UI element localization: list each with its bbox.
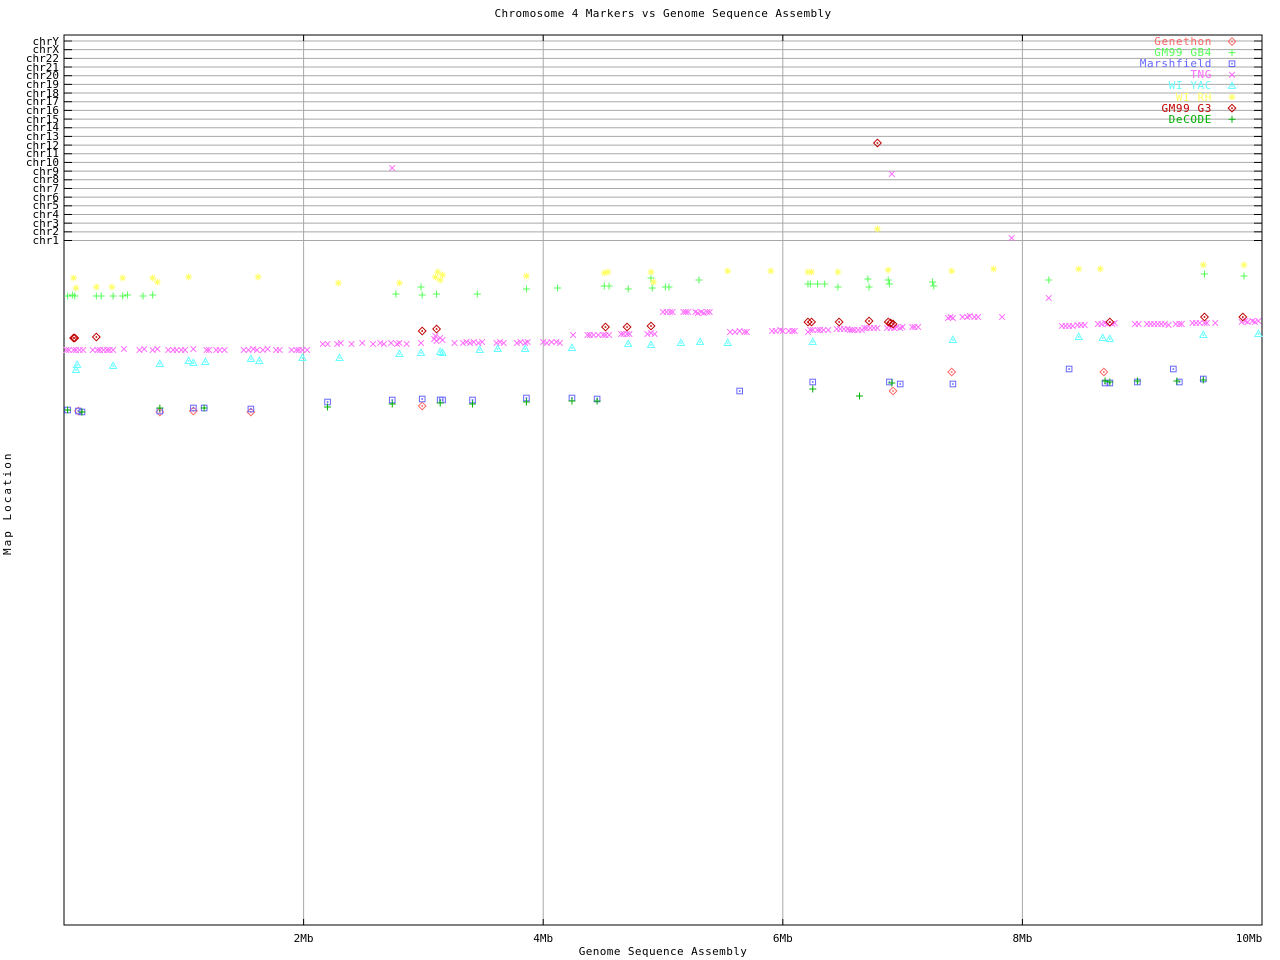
y-tick-label-chr6: chr6 — [32, 190, 60, 204]
y-tick-label-chr1: chr1 — [32, 234, 60, 247]
y-tick-label-chrX: chrX — [32, 43, 60, 57]
legend-label-tng: TNG — [1190, 68, 1212, 82]
series-tng — [63, 164, 1262, 354]
y-tick-label-chr21: chr21 — [25, 60, 59, 74]
x-axis-label: Genome Sequence Assembly — [578, 945, 748, 958]
gridlines — [64, 35, 1262, 925]
y-tick-label-chr18: chr18 — [25, 86, 59, 100]
x-tick-label-8Mb: 8Mb — [1012, 932, 1033, 945]
y-tick-label-chr12: chr12 — [25, 138, 59, 152]
legend — [1227, 36, 1237, 123]
y-tick-label-chrY: chrY — [32, 34, 60, 48]
y-tick-label-chr15: chr15 — [25, 112, 59, 126]
x-tick-label-10Mb: 10Mb — [1235, 932, 1263, 945]
legend-label-marshfield: Marshfield — [1139, 57, 1212, 71]
y-axis-label: Map Location — [1, 451, 14, 555]
legend-label-wi-rh: WI RH — [1175, 90, 1212, 104]
x-tick-label-2Mb: 2Mb — [293, 932, 314, 945]
legend-label-decode: DeCODE — [1168, 112, 1212, 126]
y-tick-label-chr14: chr14 — [25, 121, 59, 135]
y-tick-label-chr19: chr19 — [25, 77, 59, 91]
x-tick-label-4Mb: 4Mb — [533, 932, 554, 945]
y-tick-label-chr8: chr8 — [32, 173, 60, 187]
series-marshfield — [64, 365, 1207, 416]
y-tick-label-chr10: chr10 — [25, 155, 59, 169]
series-decode — [64, 376, 1207, 416]
y-tick-label-chr5: chr5 — [32, 199, 60, 213]
series-genethon — [73, 367, 1109, 417]
y-tick-label-chr13: chr13 — [25, 129, 59, 143]
y-tick-label-chr22: chr22 — [25, 51, 59, 65]
y-tick-label-chr9: chr9 — [32, 164, 60, 178]
y-tick-label-chr20: chr20 — [25, 69, 59, 83]
y-tick-label-chr4: chr4 — [32, 207, 60, 221]
y-tick-label-chr2: chr2 — [32, 225, 60, 239]
series-wi-yac — [71, 329, 1263, 373]
y-tick-label-chr7: chr7 — [32, 181, 60, 195]
series-gm99-g3 — [69, 138, 1248, 343]
series-wi-rh — [70, 225, 1248, 292]
y-tick-label-chr16: chr16 — [25, 103, 59, 117]
series-gm99-gb4 — [64, 270, 1248, 300]
axis-ticks — [64, 35, 1262, 925]
y-tick-label-chr17: chr17 — [25, 95, 59, 109]
y-tick-label-chr11: chr11 — [25, 147, 59, 161]
legend-label-wi-yac: WI YAC — [1168, 79, 1212, 93]
y-tick-label-chr3: chr3 — [32, 216, 60, 230]
legend-label-gm99-gb4: GM99 GB4 — [1154, 46, 1212, 60]
legend-label-genethon: Genethon — [1154, 35, 1212, 48]
plot-border — [63, 34, 1263, 926]
x-tick-label-6Mb: 6Mb — [772, 932, 793, 945]
chart-title: Chromosome 4 Markers vs Genome Sequence … — [494, 7, 832, 20]
legend-label-gm99-g3: GM99 G3 — [1161, 101, 1212, 115]
